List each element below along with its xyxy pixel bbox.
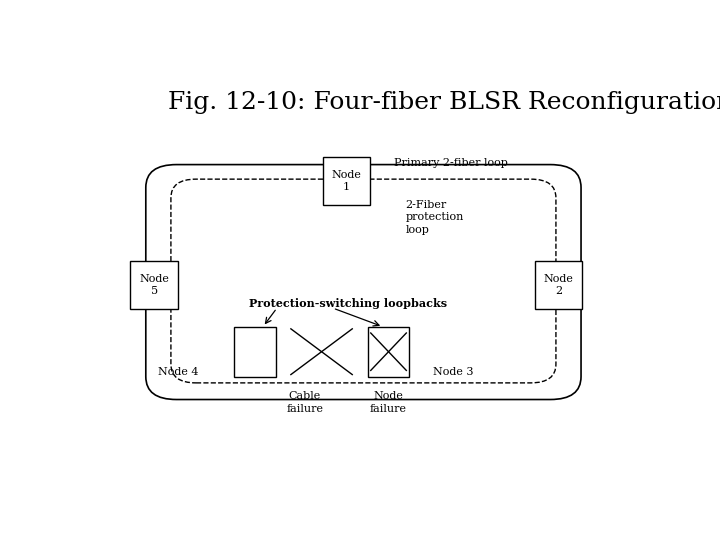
- Text: 2-Fiber
protection
loop: 2-Fiber protection loop: [405, 200, 464, 235]
- Text: Fig. 12-10: Four-fiber BLSR Reconfiguration: Fig. 12-10: Four-fiber BLSR Reconfigurat…: [168, 91, 720, 114]
- Text: Node
failure: Node failure: [370, 391, 407, 414]
- FancyBboxPatch shape: [535, 261, 582, 309]
- Text: Cable
failure: Cable failure: [287, 391, 323, 414]
- FancyBboxPatch shape: [234, 327, 276, 377]
- Text: Protection-switching loopbacks: Protection-switching loopbacks: [249, 299, 447, 309]
- FancyBboxPatch shape: [323, 157, 370, 205]
- FancyBboxPatch shape: [130, 261, 178, 309]
- Text: Node 3: Node 3: [433, 368, 474, 377]
- Text: Primary 2-fiber loop: Primary 2-fiber loop: [394, 158, 508, 167]
- Text: Node
2: Node 2: [544, 274, 574, 296]
- FancyBboxPatch shape: [368, 327, 410, 377]
- Text: Node
1: Node 1: [332, 170, 361, 192]
- Text: Node
5: Node 5: [139, 274, 169, 296]
- Text: Node 4: Node 4: [158, 368, 199, 377]
